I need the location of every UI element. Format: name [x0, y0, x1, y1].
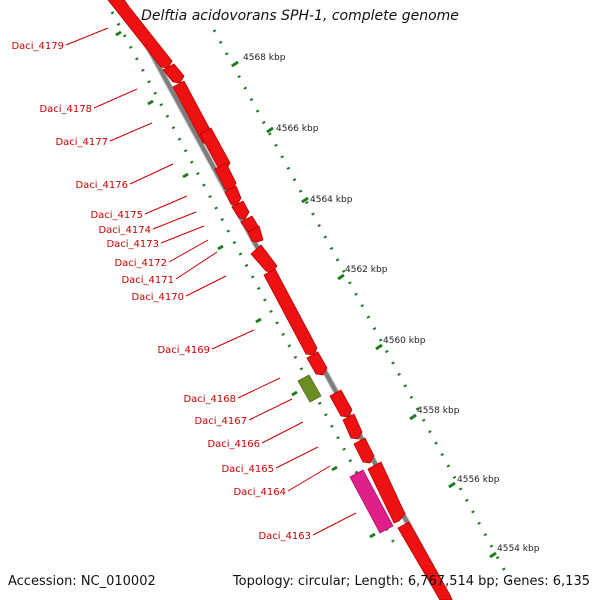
major-tick: [489, 551, 497, 559]
gene-arrow: [353, 437, 375, 464]
major-tick: [301, 196, 309, 204]
map-title: Delftia acidovorans SPH-1, complete geno…: [141, 8, 459, 24]
label-leaders: [65, 27, 357, 536]
major-tick: [255, 317, 262, 324]
gene-arrow: [342, 413, 363, 440]
gene-label: Daci_4169: [157, 345, 210, 356]
gene-label: Daci_4178: [39, 104, 92, 115]
gene-label: Daci_4165: [221, 464, 274, 475]
gene-arrow: [224, 185, 242, 206]
gene-arrow: [231, 200, 250, 220]
outer-scale-track: [212, 29, 517, 591]
tick-label: 4558 kbp: [417, 406, 460, 416]
tick-label: 4562 kbp: [345, 265, 388, 275]
gene-label: Daci_4173: [106, 239, 159, 250]
gene-arrow: [247, 225, 264, 243]
major-tick: [337, 273, 345, 281]
tick-label: 4568 kbp: [243, 53, 286, 63]
major-tick: [369, 532, 376, 539]
feature-olive-block: [297, 374, 322, 403]
major-tick: [217, 244, 224, 251]
gene-arrow: [397, 521, 453, 600]
major-tick: [147, 99, 154, 106]
gene-arrow: [107, 0, 173, 69]
genome-summary-text: Topology: circular; Length: 6,767,514 bp…: [232, 574, 590, 589]
tick-label: 4560 kbp: [383, 336, 426, 346]
gene-label: Daci_4174: [98, 225, 151, 236]
gene-label: Daci_4163: [258, 531, 311, 542]
major-tick: [409, 413, 417, 421]
gene-label: Daci_4179: [11, 41, 64, 52]
tick-label: 4566 kbp: [276, 124, 319, 134]
tick-label: 4554 kbp: [497, 544, 540, 554]
tick-label: 4564 kbp: [310, 195, 353, 205]
gene-label: Daci_4176: [75, 180, 128, 191]
major-tick: [231, 60, 239, 68]
gene-label: Daci_4171: [121, 275, 174, 286]
gene-label: Daci_4175: [90, 210, 143, 221]
major-tick: [448, 481, 456, 489]
major-tick: [182, 172, 189, 179]
inner-major-ticks: [115, 30, 376, 539]
accession-text: Accession: NC_010002: [8, 574, 156, 589]
tick-label: 4556 kbp: [457, 475, 500, 485]
scale-tick-labels: 4568 kbp 4566 kbp 4564 kbp 4562 kbp 4560…: [243, 53, 540, 554]
gene-label: Daci_4166: [207, 439, 260, 450]
gene-arrow: [214, 162, 237, 191]
major-tick: [291, 390, 298, 397]
major-tick: [115, 30, 122, 37]
gene-label: Daci_4177: [55, 137, 108, 148]
gene-arrow: [162, 63, 185, 84]
gene-arrow: [367, 461, 406, 524]
gene-arrow: [329, 389, 353, 418]
gene-label: Daci_4168: [183, 394, 236, 405]
gene-label: Daci_4167: [194, 416, 247, 427]
gene-label: Daci_4172: [114, 258, 167, 269]
major-tick: [331, 465, 338, 472]
major-ticks: [231, 60, 497, 559]
gene-label: Daci_4170: [131, 292, 184, 303]
gene-arrow: [263, 268, 318, 356]
major-tick: [375, 343, 383, 351]
gene-arrow: [306, 351, 328, 376]
gene-features: [107, 0, 453, 600]
feature-magenta-block: [349, 469, 394, 534]
gene-labels: Daci_4179 Daci_4178 Daci_4177 Daci_4176 …: [11, 41, 311, 542]
gene-label: Daci_4164: [233, 487, 286, 498]
major-tick: [266, 126, 274, 134]
